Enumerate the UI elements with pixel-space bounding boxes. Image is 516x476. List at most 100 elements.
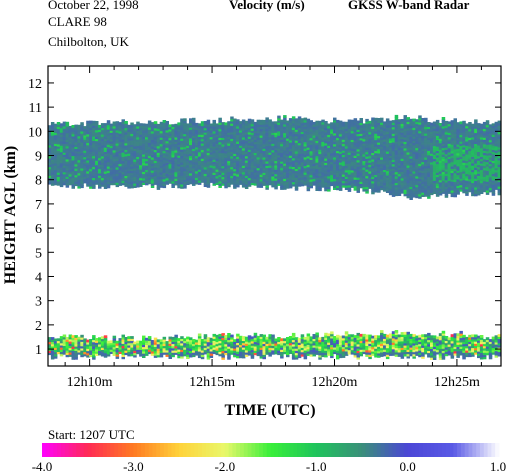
heat-cell: [103, 144, 108, 148]
heat-cell: [115, 175, 120, 179]
heat-cell: [374, 174, 378, 178]
heat-cell: [432, 182, 437, 186]
heat-cell: [197, 153, 202, 157]
heat-cell: [388, 133, 393, 137]
heat-cell: [77, 174, 81, 178]
heat-cell: [347, 152, 352, 155]
heat-cell: [250, 121, 255, 125]
heat-cell: [215, 160, 219, 164]
heat-cell: [427, 165, 431, 169]
heat-cell: [350, 121, 355, 125]
heat-cell: [192, 141, 196, 145]
heat-cell: [236, 178, 240, 181]
heat-cell: [256, 139, 261, 143]
heat-cell: [488, 185, 493, 189]
heat-cell: [109, 134, 114, 138]
heat-cell: [333, 158, 337, 162]
heat-cell: [65, 341, 70, 345]
heat-cell: [244, 125, 249, 128]
heat-cell: [400, 121, 405, 124]
heat-cell: [162, 122, 167, 125]
heat-cell: [465, 180, 469, 183]
heat-cell: [330, 172, 334, 176]
heat-cell: [453, 159, 457, 163]
heat-cell: [333, 167, 337, 171]
heat-cell: [224, 146, 228, 150]
heat-cell: [350, 180, 355, 184]
heat-cell: [271, 121, 275, 125]
heat-cell: [485, 142, 490, 145]
heat-cell: [388, 183, 393, 187]
heat-cell: [477, 138, 481, 142]
heat-cell: [89, 349, 93, 353]
heat-cell: [121, 149, 125, 153]
heat-cell: [244, 160, 249, 163]
heat-cell: [112, 149, 117, 153]
heat-cell: [435, 176, 440, 180]
heat-cell: [309, 131, 313, 134]
heat-cell: [121, 121, 125, 125]
heat-cell: [271, 167, 275, 170]
heat-cell: [168, 133, 172, 136]
heat-cell: [147, 155, 152, 159]
heat-cell: [447, 171, 452, 175]
heat-cell: [427, 122, 431, 125]
heat-cell: [68, 349, 73, 353]
heat-cell: [400, 166, 405, 170]
heat-cell: [447, 162, 452, 166]
heat-cell: [268, 176, 272, 179]
heat-cell: [130, 131, 134, 134]
heat-cell: [92, 181, 96, 185]
heat-cell: [118, 163, 122, 167]
heat-cell: [48, 142, 52, 146]
heat-cell: [271, 128, 275, 131]
heat-cell: [453, 164, 457, 167]
heat-cell: [230, 118, 234, 122]
heat-cell: [153, 129, 158, 133]
heat-cell: [259, 176, 264, 180]
heat-cell: [485, 159, 490, 163]
heat-cell: [380, 174, 384, 178]
heat-cell: [247, 179, 252, 183]
heat-cell: [156, 165, 161, 169]
heat-cell: [65, 343, 70, 347]
heat-cell: [394, 184, 399, 188]
heat-cell: [441, 188, 446, 192]
heat-cell: [456, 144, 460, 147]
heat-cell: [362, 140, 366, 144]
heat-cell: [80, 343, 84, 347]
heat-cell: [92, 151, 96, 155]
heat-cell: [283, 147, 287, 151]
heat-cell: [371, 128, 375, 132]
heat-cell: [224, 172, 228, 176]
heat-cell: [50, 154, 55, 158]
heat-cell: [315, 186, 319, 189]
heat-cell: [430, 144, 434, 148]
heat-cell: [233, 164, 237, 167]
heat-cell: [150, 143, 155, 147]
heat-cell: [80, 146, 84, 149]
heat-cell: [330, 135, 334, 139]
heat-cell: [412, 155, 416, 159]
heat-cell: [174, 123, 178, 127]
heat-cell: [150, 159, 155, 162]
heat-cell: [294, 179, 299, 182]
heat-cell: [421, 150, 425, 154]
heat-cell: [115, 129, 120, 133]
heat-cell: [415, 123, 419, 127]
heat-cell: [74, 137, 78, 141]
heat-cell: [165, 173, 169, 177]
heat-cell: [453, 120, 457, 124]
heat-cell: [312, 154, 316, 158]
heat-cell: [224, 137, 228, 141]
heat-cell: [274, 151, 278, 155]
heat-cell: [65, 167, 70, 171]
heat-cell: [309, 168, 313, 171]
heat-cell: [438, 131, 443, 135]
heat-cell: [327, 147, 331, 151]
heat-cell: [77, 133, 81, 137]
heat-cell: [365, 125, 369, 129]
heat-cell: [479, 147, 484, 151]
heat-cell: [297, 122, 302, 126]
heat-cell: [127, 135, 131, 139]
